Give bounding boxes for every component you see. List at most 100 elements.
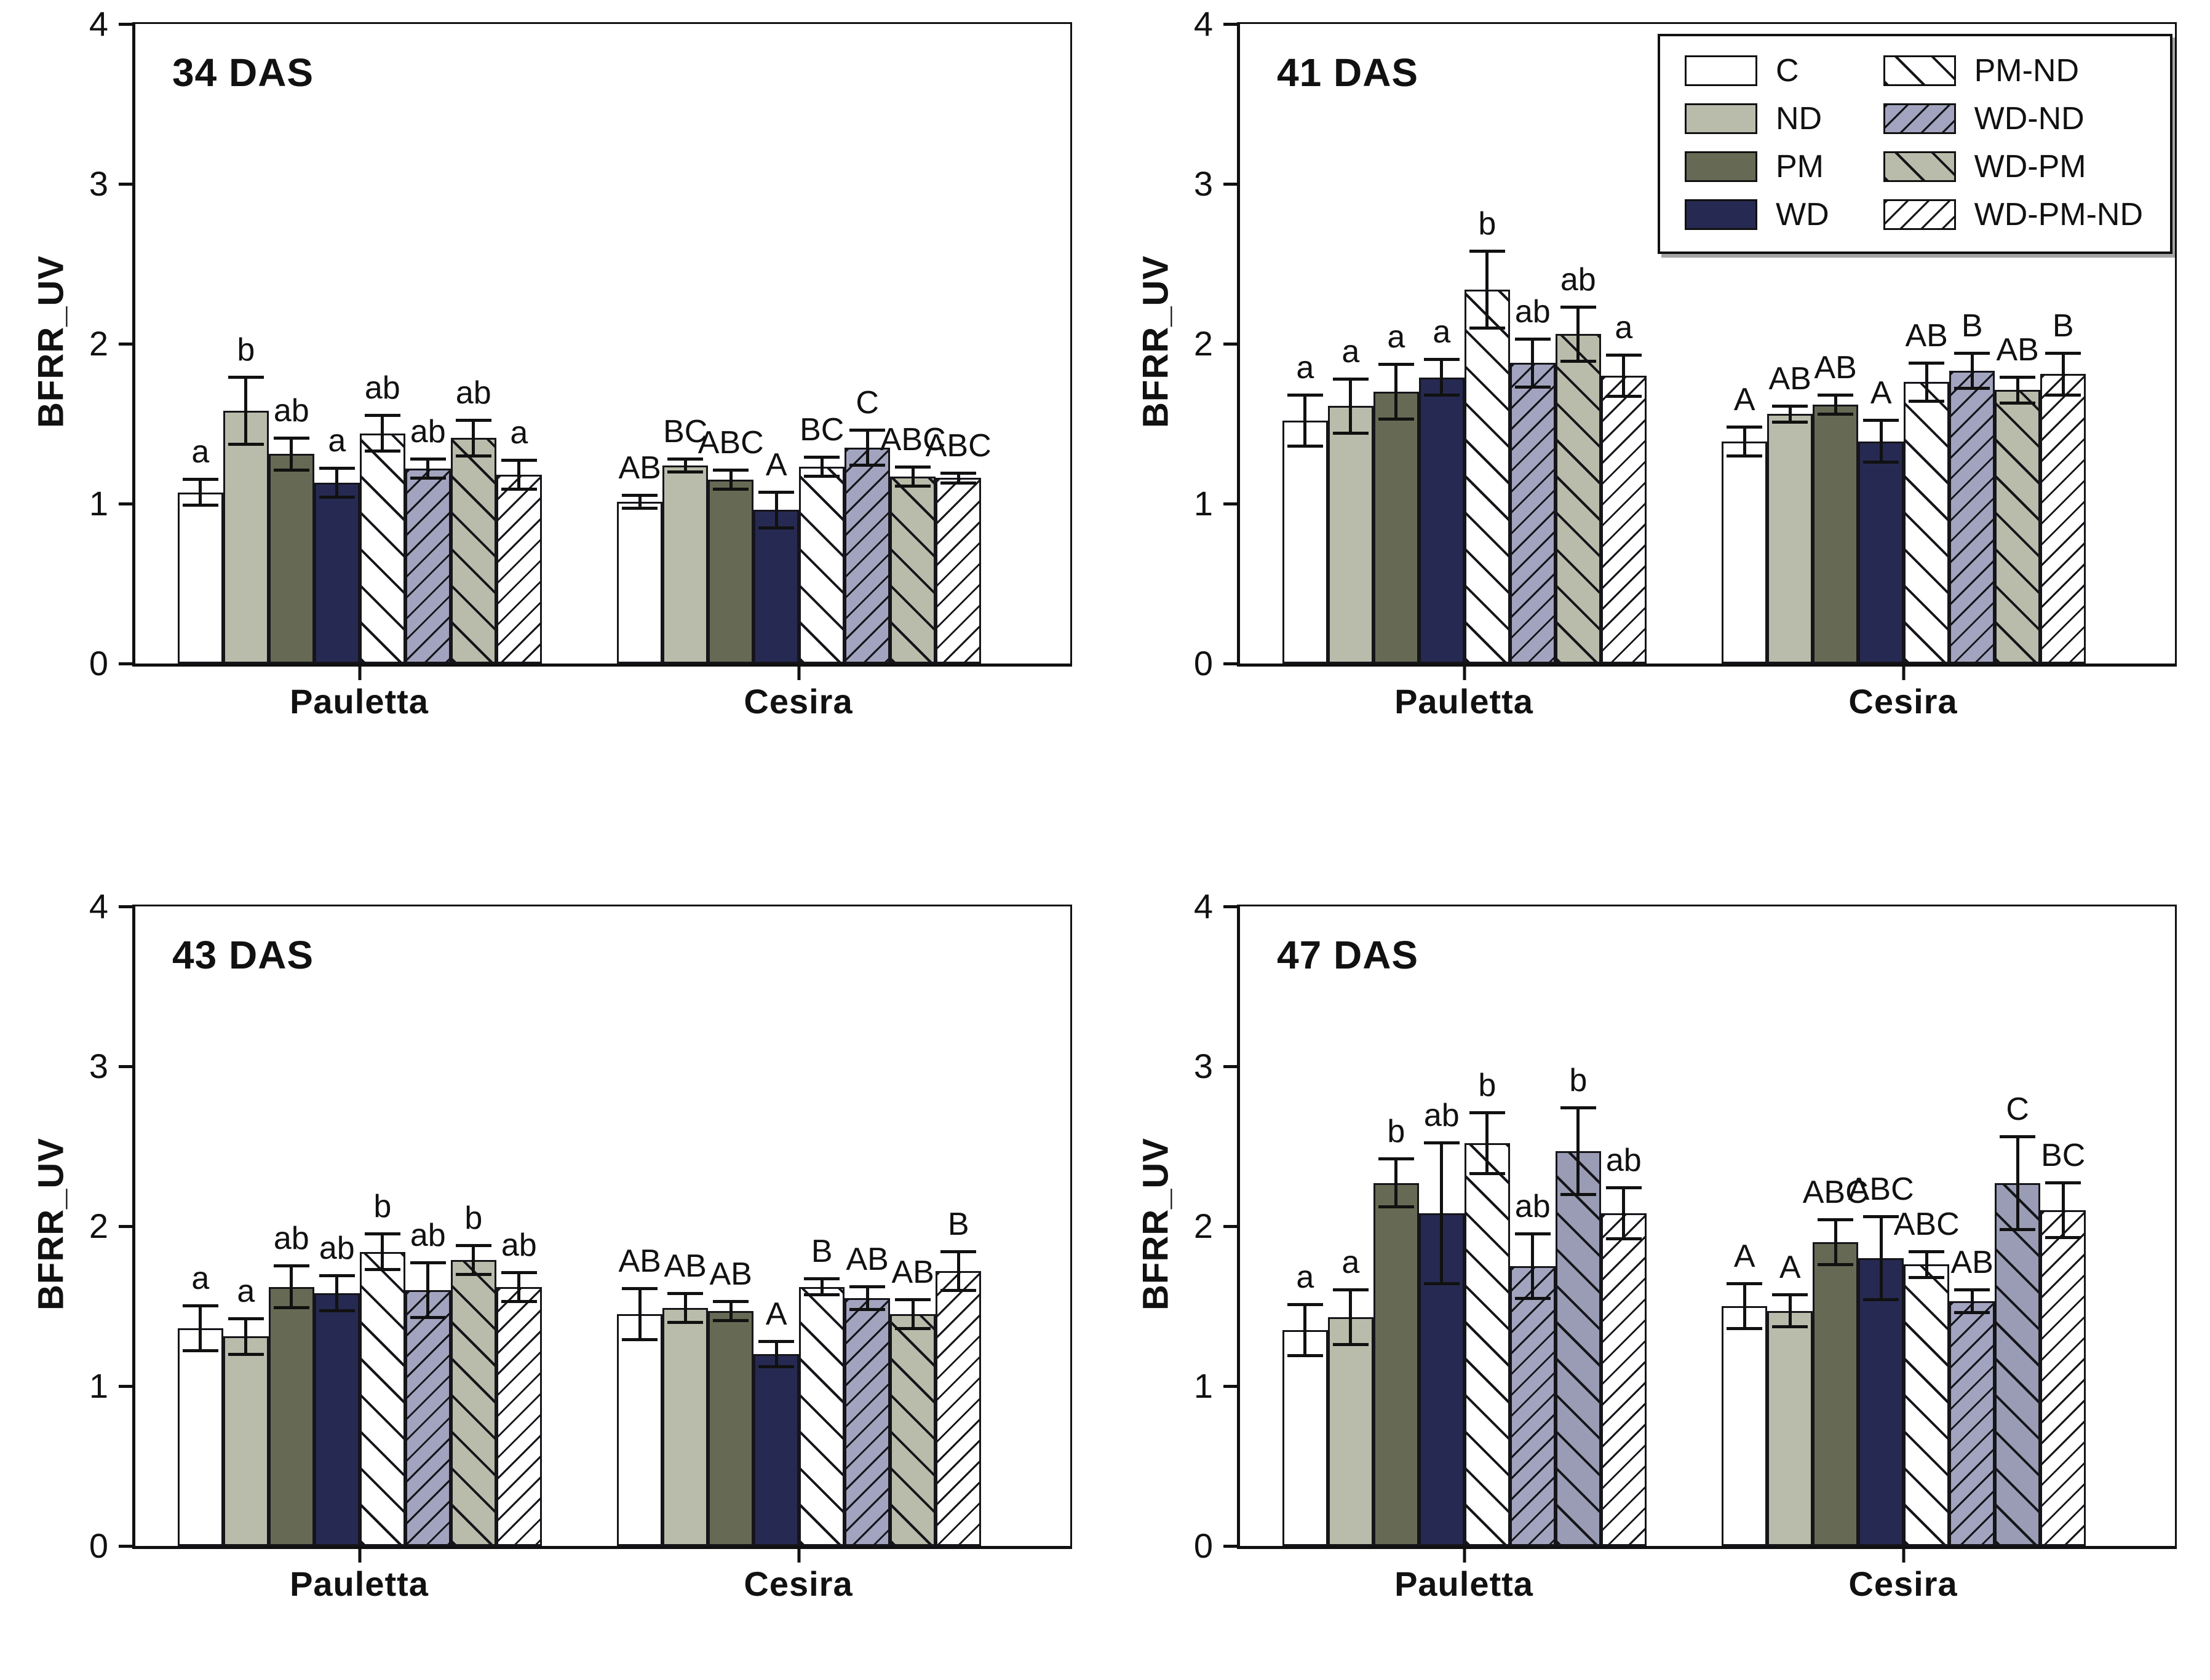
bar-slot-wd-pm-nd: B xyxy=(2040,24,2086,664)
significance-letter: b xyxy=(1478,1067,1497,1103)
y-axis-tick xyxy=(1223,1224,1237,1228)
legend-item-c: C xyxy=(1684,55,1829,87)
error-bar-wd-pm-nd xyxy=(2045,352,2081,397)
significance-letter: a xyxy=(1387,319,1405,355)
significance-letter: AB xyxy=(1905,317,1948,354)
significance-letter: ABC xyxy=(925,428,992,464)
error-bar-wd-nd xyxy=(1954,1288,1990,1314)
bar-c xyxy=(1722,1306,1768,1546)
legend-label-wd-pm-nd: WD-PM-ND xyxy=(1974,197,2143,232)
error-bar-pm-nd xyxy=(364,1232,400,1271)
error-bar-pm xyxy=(1818,1218,1854,1266)
significance-letter: ab xyxy=(273,1221,309,1257)
panel-title: 34 DAS xyxy=(172,50,314,95)
significance-letter: a xyxy=(1342,333,1360,370)
legend-swatch-pm xyxy=(1684,151,1757,182)
significance-letter: AB xyxy=(1768,360,1811,397)
error-bar-pm xyxy=(713,1299,749,1322)
bar-wd-pm xyxy=(1555,334,1601,664)
legend-label-pm: PM xyxy=(1775,149,1824,184)
group-label-pauletta: Pauletta xyxy=(290,682,429,721)
bar-c xyxy=(1722,441,1768,664)
bar-slot-wd-pm-nd: BC xyxy=(2040,906,2086,1546)
y-axis-tick-label: 3 xyxy=(1193,1047,1213,1085)
y-axis-tick-label: 1 xyxy=(1193,484,1213,523)
group-label-cesira: Cesira xyxy=(744,1564,853,1603)
bar-nd xyxy=(223,1336,269,1546)
significance-letter: ABC xyxy=(698,424,764,461)
significance-letter: ab xyxy=(1423,1098,1460,1134)
y-axis-tick xyxy=(1223,342,1237,346)
error-bar-wd-pm xyxy=(1560,305,1596,363)
bar-pm xyxy=(1813,404,1859,664)
bar-slot-wd-pm-nd: a xyxy=(496,24,542,664)
significance-letter: ab xyxy=(1560,261,1596,298)
error-bar-wd-pm xyxy=(2000,376,2036,405)
bar-group-cesira: AB AB AB A B AB AB B xyxy=(617,906,982,1546)
bar-wd-nd xyxy=(1949,1301,1995,1546)
bar-slot-wd-nd: ab xyxy=(405,906,451,1546)
bar-group-cesira: A AB AB A AB B AB B xyxy=(1722,24,2086,664)
significance-letter: A xyxy=(765,447,787,483)
x-axis-group-tick xyxy=(1902,1549,1906,1563)
bar-nd xyxy=(223,411,269,664)
x-axis-group-tick xyxy=(358,1549,362,1563)
y-axis-tick-label: 4 xyxy=(89,4,108,43)
bar-slot-c: A xyxy=(1722,906,1768,1546)
error-bar-wd xyxy=(1423,358,1460,397)
y-axis-tick-label: 0 xyxy=(1193,644,1213,683)
significance-letter: C xyxy=(856,384,879,421)
legend-swatch-wd-nd xyxy=(1883,103,1956,134)
error-bar-nd xyxy=(1332,1288,1369,1346)
bar-slot-wd-nd: ab xyxy=(1509,24,1556,664)
bar-group-cesira: AB BC ABC A BC C ABC ABC xyxy=(617,24,992,664)
bar-slot-wd-pm-nd: ABC xyxy=(926,24,992,664)
bar-slot-wd: ABC xyxy=(1848,906,1914,1546)
bar-slot-pm-nd: ab xyxy=(359,24,405,664)
y-axis-tick-label: 3 xyxy=(1193,164,1213,203)
error-bar-nd xyxy=(228,376,264,446)
bar-wd-nd xyxy=(405,468,451,664)
bar-slot-wd-nd: ab xyxy=(405,24,451,664)
error-bar-wd-nd xyxy=(849,1285,886,1311)
group-label-cesira: Cesira xyxy=(1848,682,1958,721)
y-axis-tick-label: 2 xyxy=(89,1207,108,1245)
x-axis-group-tick xyxy=(797,1549,801,1563)
error-bar-wd-pm-nd xyxy=(2045,1181,2081,1239)
panel-43das: BFRR_UV 43 DAS 0 1 2 3 4 a a ab ab b ab b ab AB AB AB A B… xyxy=(0,840,1105,1680)
panel-34das: BFRR_UV 34 DAS 0 1 2 3 4 a b ab a ab ab ab a AB BC ABC A… xyxy=(0,0,1105,840)
bar-group-cesira: A A ABC ABC ABC AB C BC xyxy=(1722,906,2086,1546)
bar-slot-nd: a xyxy=(1327,24,1373,664)
bar-pm-nd xyxy=(1904,382,1950,664)
significance-letter: A xyxy=(1779,1250,1801,1286)
significance-letter: B xyxy=(1961,308,1983,344)
significance-letter: ab xyxy=(364,370,400,406)
y-axis-tick xyxy=(119,502,132,505)
significance-letter: AB xyxy=(709,1256,752,1292)
legend-item-wd-pm: WD-PM xyxy=(1883,151,2143,183)
significance-letter: a xyxy=(1296,1259,1314,1295)
bar-pm xyxy=(268,454,314,664)
x-axis-group-tick xyxy=(358,667,362,680)
legend-label-wd-nd: WD-ND xyxy=(1974,101,2085,137)
error-bar-wd-pm xyxy=(895,465,931,488)
significance-letter: AB xyxy=(664,1248,707,1284)
bar-slot-pm-nd: B xyxy=(799,906,845,1546)
y-axis-tick-label: 0 xyxy=(1193,1526,1213,1565)
significance-letter: a xyxy=(328,423,346,459)
y-axis-tick xyxy=(119,1224,132,1228)
error-bar-pm xyxy=(1818,393,1854,416)
bar-wd xyxy=(314,1293,360,1546)
bar-c xyxy=(177,1328,223,1546)
bar-group-pauletta: a a ab ab b ab b ab xyxy=(177,906,542,1546)
error-bar-c xyxy=(1287,393,1323,448)
legend-swatch-c xyxy=(1684,55,1757,86)
error-bar-wd xyxy=(758,1339,795,1369)
bar-pm-nd xyxy=(1904,1264,1950,1546)
bar-slot-c: AB xyxy=(617,24,663,664)
significance-letter: BC xyxy=(2041,1138,2086,1174)
bar-slot-wd-pm-nd: a xyxy=(1600,24,1647,664)
error-bar-wd-pm-nd xyxy=(1605,353,1642,398)
bar-slot-pm: a xyxy=(1373,24,1419,664)
significance-letter: ab xyxy=(1605,1143,1642,1178)
